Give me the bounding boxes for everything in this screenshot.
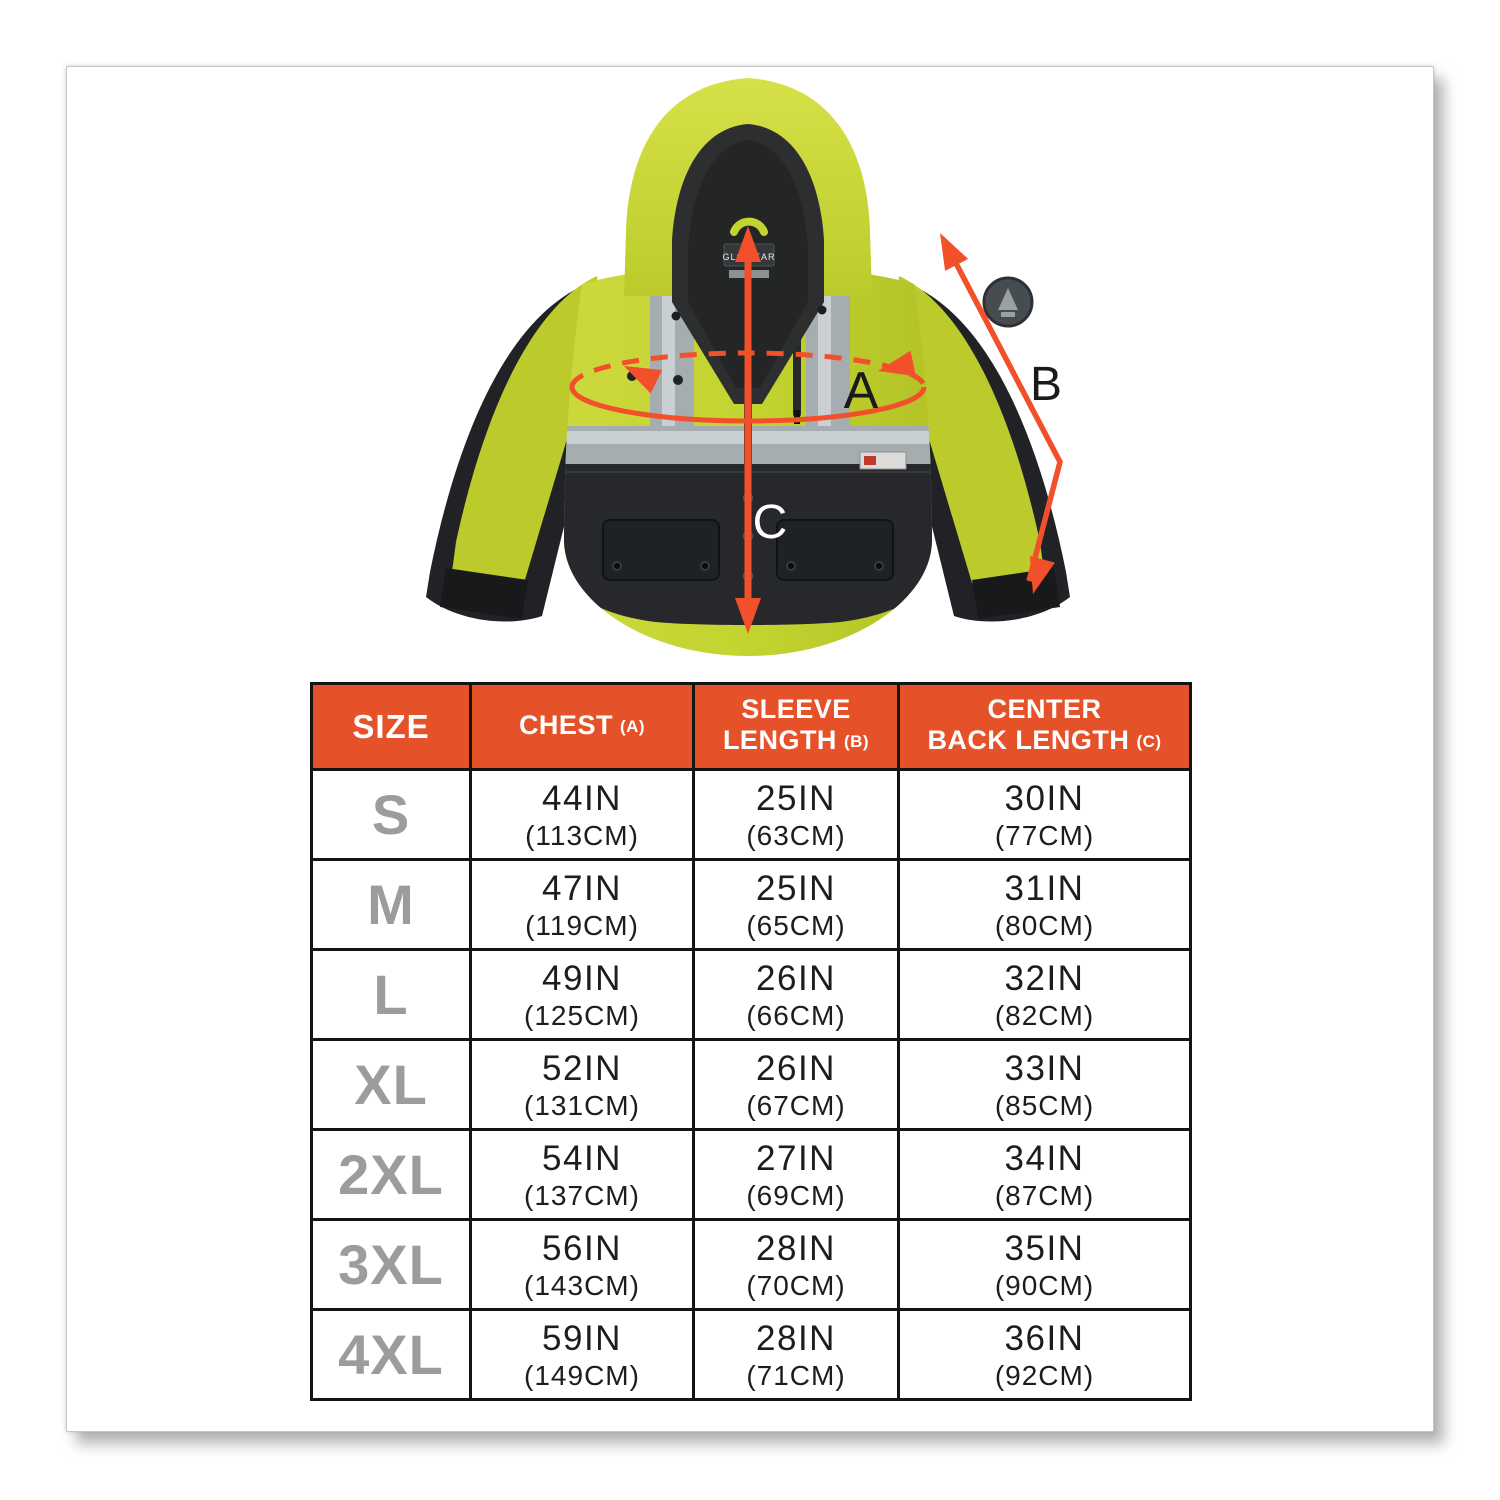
cell-sleeve: 25IN (63CM) bbox=[692, 768, 900, 861]
cell-chest: 54IN (137CM) bbox=[469, 1128, 695, 1221]
cell-size: 2XL bbox=[310, 1128, 472, 1221]
brand-badge-icon bbox=[982, 276, 1034, 328]
cell-chest: 44IN (113CM) bbox=[469, 768, 695, 861]
header-back-line1: CENTER bbox=[987, 694, 1102, 724]
table-row: 3XL 56IN (143CM) 28IN (70CM) 35IN (90CM) bbox=[310, 1218, 1192, 1311]
header-sleeve-ref: (B) bbox=[843, 732, 870, 751]
label-B: B bbox=[1030, 358, 1062, 411]
table-row: XL 52IN (131CM) 26IN (67CM) 33IN (85CM) bbox=[310, 1038, 1192, 1131]
header-back-ref: (C) bbox=[1136, 732, 1162, 751]
header-sleeve: SLEEVE LENGTH (B) bbox=[692, 682, 900, 771]
jacket-left-sleeve bbox=[426, 276, 602, 622]
cell-back: 34IN (87CM) bbox=[897, 1128, 1192, 1221]
cell-sleeve: 25IN (65CM) bbox=[692, 858, 900, 951]
cell-size: S bbox=[310, 768, 472, 861]
cell-back: 30IN (77CM) bbox=[897, 768, 1192, 861]
pocket-flaps bbox=[602, 519, 894, 581]
header-row: SIZE CHEST (A) SLEEVE LENGTH (B) CENTER BA… bbox=[310, 682, 1192, 771]
cell-chest: 59IN (149CM) bbox=[469, 1308, 695, 1401]
cell-size: XL bbox=[310, 1038, 472, 1131]
header-chest-label: CHEST bbox=[518, 709, 613, 740]
cell-chest: 56IN (143CM) bbox=[469, 1218, 695, 1311]
header-chest-ref: (A) bbox=[619, 716, 646, 736]
cell-chest: 52IN (131CM) bbox=[469, 1038, 695, 1131]
cell-size: L bbox=[310, 948, 472, 1041]
header-sleeve-line1: SLEEVE bbox=[741, 694, 851, 724]
cell-sleeve: 27IN (69CM) bbox=[692, 1128, 900, 1221]
cell-sleeve: 26IN (67CM) bbox=[692, 1038, 900, 1131]
cell-back: 31IN (80CM) bbox=[897, 858, 1192, 951]
cell-sleeve: 26IN (66CM) bbox=[692, 948, 900, 1041]
header-back: CENTER BACK LENGTH (C) bbox=[897, 682, 1192, 771]
jacket-measurement-diagram: GLOWEAR A B C bbox=[426, 78, 1070, 656]
header-size-label: SIZE bbox=[352, 707, 430, 745]
table-row: L 49IN (125CM) 26IN (66CM) 32IN (82CM) bbox=[310, 948, 1192, 1041]
label-A: A bbox=[844, 362, 879, 420]
cell-chest: 49IN (125CM) bbox=[469, 948, 695, 1041]
measurement-center-back-arrow bbox=[735, 226, 761, 634]
header-back-line2: BACK LENGTH bbox=[927, 725, 1130, 755]
cell-sleeve: 28IN (71CM) bbox=[692, 1308, 900, 1401]
size-chart-table: SIZE CHEST (A) SLEEVE LENGTH (B) CENTER BA… bbox=[310, 682, 1192, 1401]
cell-back: 36IN (92CM) bbox=[897, 1308, 1192, 1401]
cell-chest: 47IN (119CM) bbox=[469, 858, 695, 951]
cell-back: 32IN (82CM) bbox=[897, 948, 1192, 1041]
hang-loop bbox=[730, 217, 768, 236]
cell-size: M bbox=[310, 858, 472, 951]
product-size-sheet: GLOWEAR A B C bbox=[66, 66, 1434, 1432]
header-size: SIZE bbox=[310, 682, 472, 771]
header-chest: CHEST (A) bbox=[469, 682, 695, 771]
cell-back: 33IN (85CM) bbox=[897, 1038, 1192, 1131]
table-row: M 47IN (119CM) 25IN (65CM) 31IN (80CM) bbox=[310, 858, 1192, 951]
cell-size: 4XL bbox=[310, 1308, 472, 1401]
cell-size: 3XL bbox=[310, 1218, 472, 1311]
cell-back: 35IN (90CM) bbox=[897, 1218, 1192, 1311]
jacket-right-sleeve bbox=[894, 276, 1070, 622]
table-row: S 44IN (113CM) 25IN (63CM) 30IN (77CM) bbox=[310, 768, 1192, 861]
measurement-sleeve-arrow bbox=[928, 226, 1063, 598]
label-C: C bbox=[753, 496, 788, 549]
table-row: 2XL 54IN (137CM) 27IN (69CM) 34IN (87CM) bbox=[310, 1128, 1192, 1221]
cell-sleeve: 28IN (70CM) bbox=[692, 1218, 900, 1311]
header-sleeve-line2: LENGTH bbox=[722, 725, 837, 755]
table-row: 4XL 59IN (149CM) 28IN (71CM) 36IN (92CM) bbox=[310, 1308, 1192, 1401]
